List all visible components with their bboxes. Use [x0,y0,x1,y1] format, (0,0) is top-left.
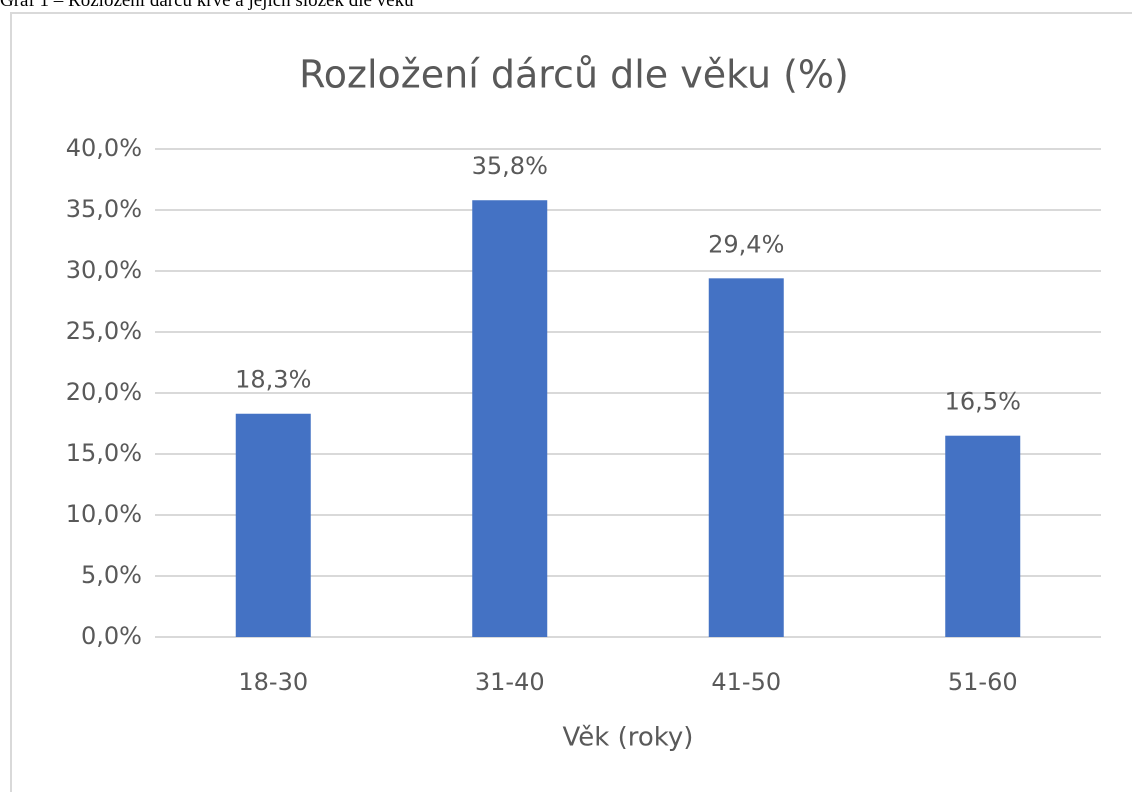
data-label: 16,5% [945,388,1021,416]
x-axis-title: Věk (roky) [563,723,694,753]
y-tick-label: 30,0% [66,256,142,284]
y-tick-label: 25,0% [66,317,142,345]
bar [235,413,311,637]
y-tick-label: 5,0% [81,561,142,589]
y-tick-label: 15,0% [66,439,142,467]
x-tick-label: 18-30 [238,668,308,696]
bar [945,435,1021,637]
data-label: 35,8% [472,152,548,180]
chart-title: Rozložení dárců dle věku (%) [299,53,849,97]
y-tick-label: 10,0% [66,500,142,528]
data-label: 18,3% [235,366,311,394]
caption: Graf 1 – Rozložení dárců krve a jejích s… [0,0,414,11]
bar [708,278,784,637]
y-tick-label: 0,0% [81,622,142,650]
x-tick-label: 51-60 [948,668,1018,696]
x-tick-label: 41-50 [711,668,781,696]
y-tick-label: 35,0% [66,195,142,223]
y-tick-label: 40,0% [66,134,142,162]
bar [472,200,548,638]
data-label: 29,4% [708,230,784,258]
y-tick-label: 20,0% [66,378,142,406]
x-tick-label: 31-40 [475,668,545,696]
chart-frame [10,12,1132,792]
